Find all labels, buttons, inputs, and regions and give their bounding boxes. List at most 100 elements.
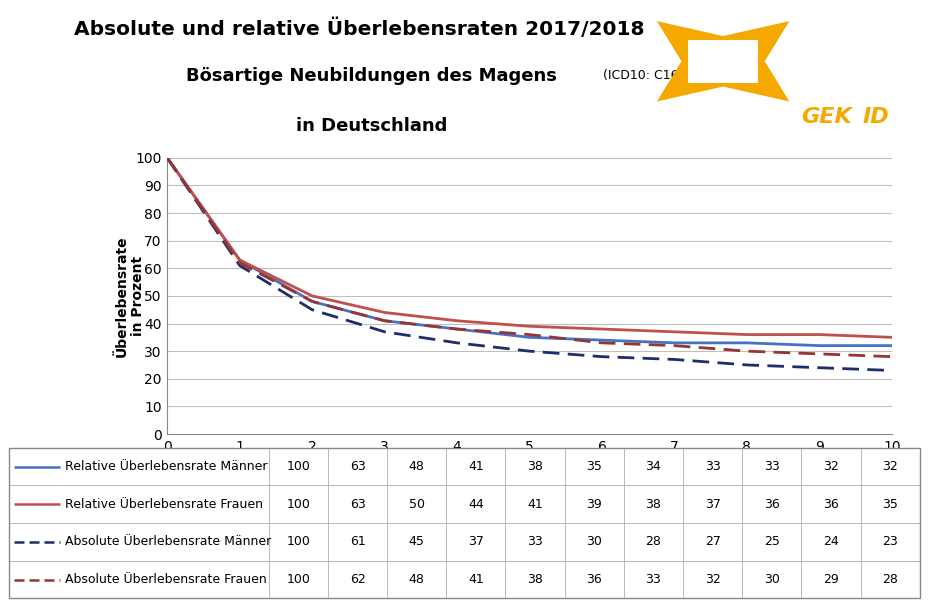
- Text: 33: 33: [526, 535, 542, 548]
- Text: 33: 33: [763, 460, 779, 473]
- Text: 32: 32: [882, 460, 897, 473]
- FancyBboxPatch shape: [624, 486, 682, 523]
- Text: 100: 100: [286, 573, 310, 586]
- FancyBboxPatch shape: [564, 523, 624, 561]
- FancyBboxPatch shape: [505, 523, 564, 561]
- Text: 24: 24: [822, 535, 838, 548]
- Text: Absolute Überlebensrate Männer: Absolute Überlebensrate Männer: [65, 535, 271, 548]
- Text: 36: 36: [763, 498, 779, 510]
- FancyBboxPatch shape: [445, 486, 505, 523]
- Text: 35: 35: [586, 460, 601, 473]
- FancyBboxPatch shape: [505, 561, 564, 599]
- FancyBboxPatch shape: [624, 523, 682, 561]
- FancyBboxPatch shape: [682, 486, 741, 523]
- Polygon shape: [656, 21, 789, 101]
- Text: 63: 63: [349, 460, 365, 473]
- Text: 34: 34: [645, 460, 661, 473]
- Text: 41: 41: [526, 498, 542, 510]
- FancyBboxPatch shape: [445, 448, 505, 486]
- FancyBboxPatch shape: [505, 486, 564, 523]
- FancyBboxPatch shape: [387, 448, 445, 486]
- FancyBboxPatch shape: [624, 448, 682, 486]
- Text: 36: 36: [822, 498, 838, 510]
- FancyBboxPatch shape: [328, 448, 387, 486]
- Text: 38: 38: [645, 498, 661, 510]
- Text: 61: 61: [349, 535, 365, 548]
- FancyBboxPatch shape: [9, 448, 268, 486]
- FancyBboxPatch shape: [387, 523, 445, 561]
- FancyBboxPatch shape: [859, 448, 919, 486]
- FancyBboxPatch shape: [9, 561, 268, 599]
- Text: 28: 28: [882, 573, 897, 586]
- Text: 63: 63: [349, 498, 365, 510]
- Text: 50: 50: [408, 498, 424, 510]
- FancyBboxPatch shape: [564, 561, 624, 599]
- Text: 100: 100: [286, 535, 310, 548]
- Text: 44: 44: [468, 498, 483, 510]
- Text: 41: 41: [468, 460, 483, 473]
- Text: Jahre: Jahre: [846, 470, 891, 485]
- Text: Absolute und relative Überlebensraten 2017/2018: Absolute und relative Überlebensraten 20…: [74, 19, 644, 39]
- Text: 41: 41: [468, 573, 483, 586]
- FancyBboxPatch shape: [387, 561, 445, 599]
- Text: (ICD10: C16): (ICD10: C16): [599, 69, 683, 83]
- FancyBboxPatch shape: [328, 486, 387, 523]
- FancyBboxPatch shape: [801, 486, 859, 523]
- Text: 48: 48: [408, 573, 424, 586]
- Text: 38: 38: [526, 573, 542, 586]
- Text: 33: 33: [645, 573, 661, 586]
- FancyBboxPatch shape: [682, 448, 741, 486]
- Text: 100: 100: [286, 460, 310, 473]
- FancyBboxPatch shape: [9, 523, 268, 561]
- FancyBboxPatch shape: [624, 561, 682, 599]
- FancyBboxPatch shape: [682, 561, 741, 599]
- Text: 37: 37: [468, 535, 483, 548]
- Text: 37: 37: [704, 498, 720, 510]
- Text: 36: 36: [586, 573, 601, 586]
- Text: 33: 33: [704, 460, 720, 473]
- FancyBboxPatch shape: [564, 486, 624, 523]
- Text: GEK: GEK: [800, 107, 851, 126]
- Text: Bösartige Neubildungen des Magens: Bösartige Neubildungen des Magens: [186, 67, 557, 85]
- Text: 30: 30: [763, 573, 779, 586]
- Text: 29: 29: [822, 573, 838, 586]
- FancyBboxPatch shape: [682, 523, 741, 561]
- Text: 45: 45: [408, 535, 424, 548]
- FancyBboxPatch shape: [801, 561, 859, 599]
- Text: 28: 28: [645, 535, 661, 548]
- FancyBboxPatch shape: [445, 523, 505, 561]
- Text: in Deutschland: in Deutschland: [296, 117, 446, 135]
- FancyBboxPatch shape: [859, 561, 919, 599]
- FancyBboxPatch shape: [741, 561, 801, 599]
- Text: 27: 27: [704, 535, 720, 548]
- FancyBboxPatch shape: [859, 486, 919, 523]
- FancyBboxPatch shape: [741, 523, 801, 561]
- Text: 38: 38: [526, 460, 542, 473]
- Text: 23: 23: [882, 535, 897, 548]
- FancyBboxPatch shape: [801, 448, 859, 486]
- FancyBboxPatch shape: [741, 486, 801, 523]
- Text: 39: 39: [586, 498, 601, 510]
- FancyBboxPatch shape: [268, 523, 328, 561]
- FancyBboxPatch shape: [328, 523, 387, 561]
- FancyBboxPatch shape: [688, 40, 757, 83]
- Text: 48: 48: [408, 460, 424, 473]
- FancyBboxPatch shape: [859, 523, 919, 561]
- Text: Relative Überlebensrate Männer: Relative Überlebensrate Männer: [65, 460, 267, 473]
- Text: Relative Überlebensrate Frauen: Relative Überlebensrate Frauen: [65, 498, 263, 510]
- FancyBboxPatch shape: [328, 561, 387, 599]
- FancyBboxPatch shape: [445, 561, 505, 599]
- Y-axis label: Überlebensrate
in Prozent: Überlebensrate in Prozent: [114, 235, 145, 357]
- Text: 35: 35: [882, 498, 897, 510]
- FancyBboxPatch shape: [9, 486, 268, 523]
- FancyBboxPatch shape: [801, 523, 859, 561]
- FancyBboxPatch shape: [741, 448, 801, 486]
- Text: ID: ID: [861, 107, 888, 126]
- FancyBboxPatch shape: [564, 448, 624, 486]
- Text: 32: 32: [822, 460, 838, 473]
- Text: 30: 30: [586, 535, 601, 548]
- FancyBboxPatch shape: [505, 448, 564, 486]
- Text: 32: 32: [704, 573, 720, 586]
- Text: Absolute Überlebensrate Frauen: Absolute Überlebensrate Frauen: [65, 573, 266, 586]
- FancyBboxPatch shape: [387, 486, 445, 523]
